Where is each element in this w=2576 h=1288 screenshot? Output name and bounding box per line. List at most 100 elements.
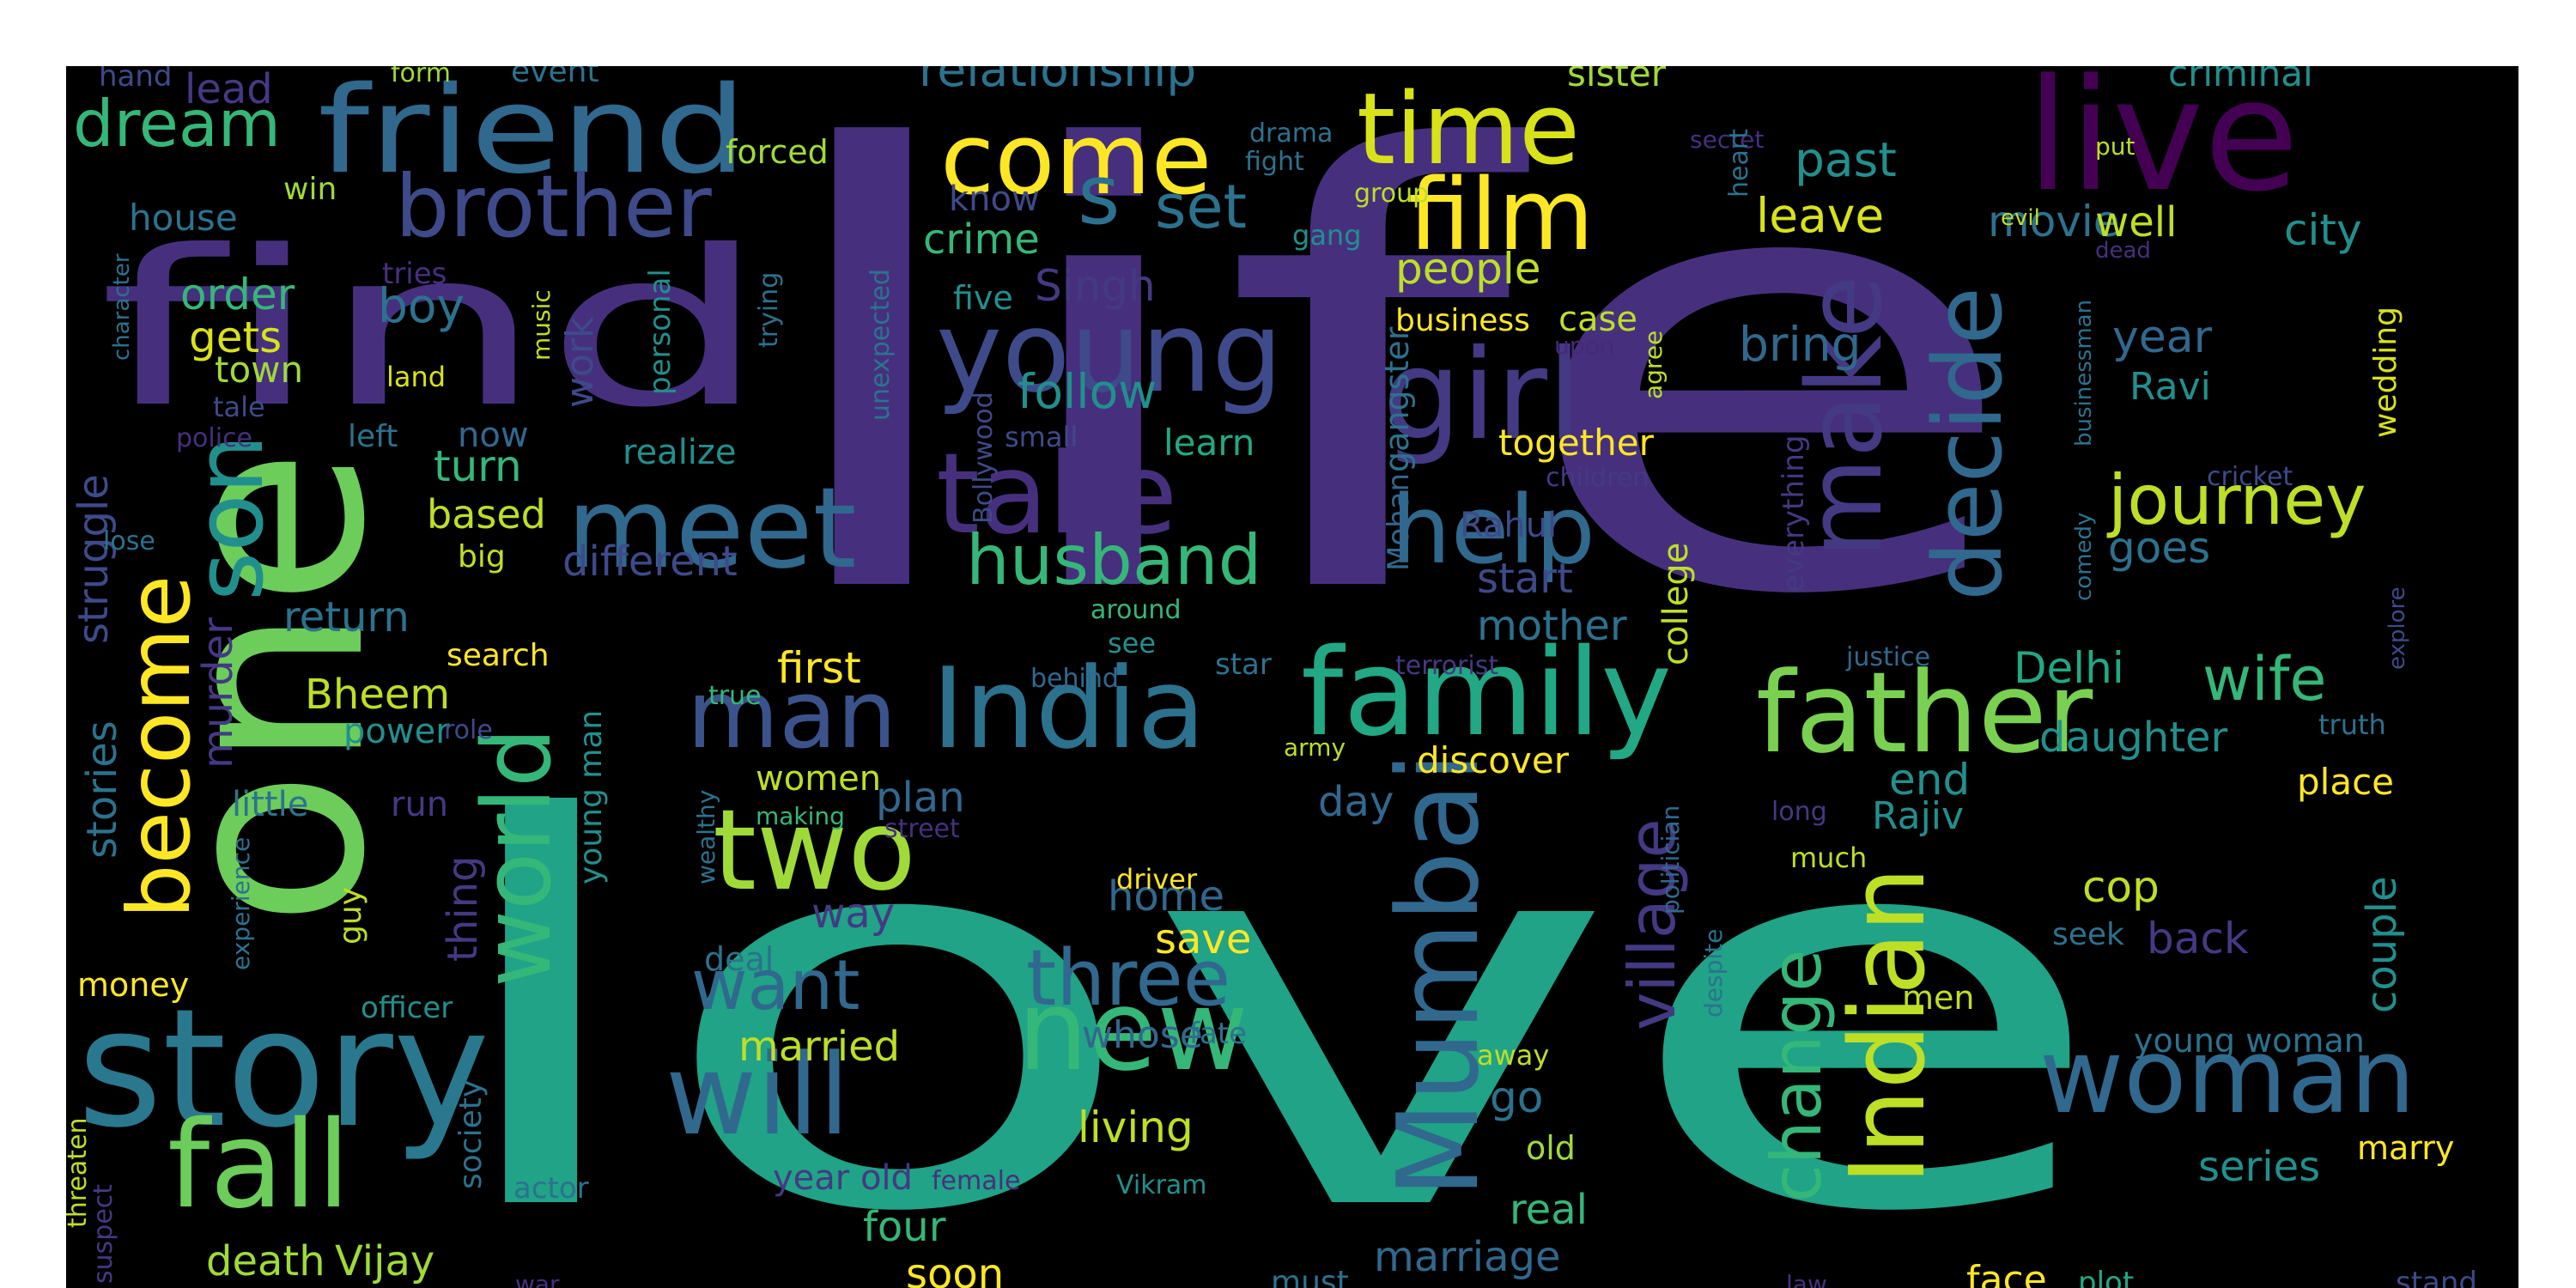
word-delhi: Delhi xyxy=(2014,643,2124,693)
word-dream: dream xyxy=(73,86,281,161)
word-plot: plot xyxy=(2078,1266,2134,1288)
word-live: live xyxy=(2026,66,2299,226)
word-brother: brother xyxy=(395,156,713,257)
word-mother: mother xyxy=(1477,602,1627,650)
word-search: search xyxy=(447,638,550,673)
word-well: well xyxy=(2095,198,2177,246)
word-together: together xyxy=(1498,422,1655,464)
word-power: power xyxy=(343,712,450,751)
word-role: role xyxy=(444,715,493,745)
word-forced: forced xyxy=(726,133,829,171)
word-making: making xyxy=(756,802,845,830)
word-stories: stories xyxy=(78,720,126,859)
word-gang: gang xyxy=(1292,219,1362,252)
word-long: long xyxy=(1771,797,1827,827)
word-personal: personal xyxy=(643,269,677,395)
word-realize: realize xyxy=(623,433,737,472)
word-whose: whose xyxy=(1082,1013,1203,1057)
word-husband: husband xyxy=(966,520,1261,600)
word-boy: boy xyxy=(378,278,465,333)
word-place: place xyxy=(2297,761,2394,803)
word-come: come xyxy=(940,102,1212,217)
word-crime: crime xyxy=(923,216,1040,264)
word-experience: experience xyxy=(227,837,255,970)
word-heart: heart xyxy=(1724,129,1754,197)
word-man: man xyxy=(687,659,896,769)
word-year: year xyxy=(2112,312,2213,363)
word-away: away xyxy=(1477,1039,1549,1072)
word-living: living xyxy=(1078,1103,1194,1152)
word-children: children xyxy=(1546,463,1649,493)
word-fall: fall xyxy=(167,1096,350,1236)
word-old: old xyxy=(1526,1129,1576,1167)
word-find: find xyxy=(99,204,769,454)
word-unexpected: unexpected xyxy=(866,269,896,421)
word-learn: learn xyxy=(1163,422,1255,464)
word-rajiv: Rajiv xyxy=(1872,794,1964,838)
word-must: must xyxy=(1271,1265,1349,1288)
word-different: different xyxy=(562,538,738,586)
word-past: past xyxy=(1795,132,1897,187)
word-house: house xyxy=(129,197,238,239)
word-one: one xyxy=(122,448,422,927)
word-back: back xyxy=(2147,914,2249,963)
word-married: married xyxy=(738,1023,900,1071)
word-soon: soon xyxy=(906,1250,1004,1288)
word-time: time xyxy=(1357,72,1580,187)
word-s: s xyxy=(1078,149,1121,243)
word-two: two xyxy=(713,785,916,915)
word-five: five xyxy=(953,279,1013,317)
word-seek: seek xyxy=(2052,917,2124,952)
word-people: people xyxy=(1395,244,1540,294)
word-fate: fate xyxy=(1189,1017,1247,1051)
word-day: day xyxy=(1318,778,1394,826)
word-criminal: criminal xyxy=(2168,66,2313,94)
word-marry: marry xyxy=(2357,1129,2454,1167)
word-daughter: daughter xyxy=(2039,714,2228,762)
word-struggle: struggle xyxy=(70,474,118,644)
word-put: put xyxy=(2095,132,2136,161)
word-wedding: wedding xyxy=(2368,307,2403,438)
word-mohan: Mohan xyxy=(1382,473,1416,571)
word-explore: explore xyxy=(2385,586,2410,670)
word-politician: politician xyxy=(1656,805,1685,914)
word-turn: turn xyxy=(434,441,522,491)
word-end: end xyxy=(1889,755,1970,805)
word-india: India xyxy=(932,643,1206,774)
word-fight: fight xyxy=(1245,147,1304,177)
word-lose: lose xyxy=(103,526,155,556)
word-plan: plan xyxy=(876,774,965,822)
word-son: son xyxy=(174,434,284,601)
word-law: law xyxy=(1786,1270,1827,1288)
word-series: series xyxy=(2198,1143,2320,1191)
word-thing: thing xyxy=(439,856,487,962)
word-win: win xyxy=(283,172,337,207)
word-mumbai: Mumbai xyxy=(1373,752,1504,1199)
word-couple: couple xyxy=(2358,876,2406,1013)
word-case: case xyxy=(1558,300,1637,339)
word-guy: guy xyxy=(333,887,368,945)
word-new: new xyxy=(1018,965,1249,1096)
word-threaten: threaten xyxy=(66,1117,93,1228)
word-secret: secret xyxy=(1690,125,1764,154)
word-despite: despite xyxy=(1699,929,1728,1018)
word-will: will xyxy=(665,1030,850,1160)
word-left: left xyxy=(348,419,398,454)
word-tale: tale xyxy=(213,391,265,423)
word-order: order xyxy=(180,270,295,319)
word-hand: hand xyxy=(99,66,173,94)
word-film: film xyxy=(1408,158,1594,273)
word-see: see xyxy=(1108,627,1156,659)
word-drama: drama xyxy=(1249,118,1333,149)
word-now: now xyxy=(458,416,529,455)
word-movie: movie xyxy=(1988,197,2120,246)
word-rahul: Rahul xyxy=(1460,506,1557,545)
word-music: music xyxy=(527,289,556,361)
word-three: three xyxy=(1026,933,1230,1024)
word-face: face xyxy=(1966,1258,2047,1288)
word-much: much xyxy=(1790,841,1867,874)
word-goes: goes xyxy=(2108,523,2210,573)
word-event: event xyxy=(511,66,599,89)
word-singh: Singh xyxy=(1035,261,1156,311)
